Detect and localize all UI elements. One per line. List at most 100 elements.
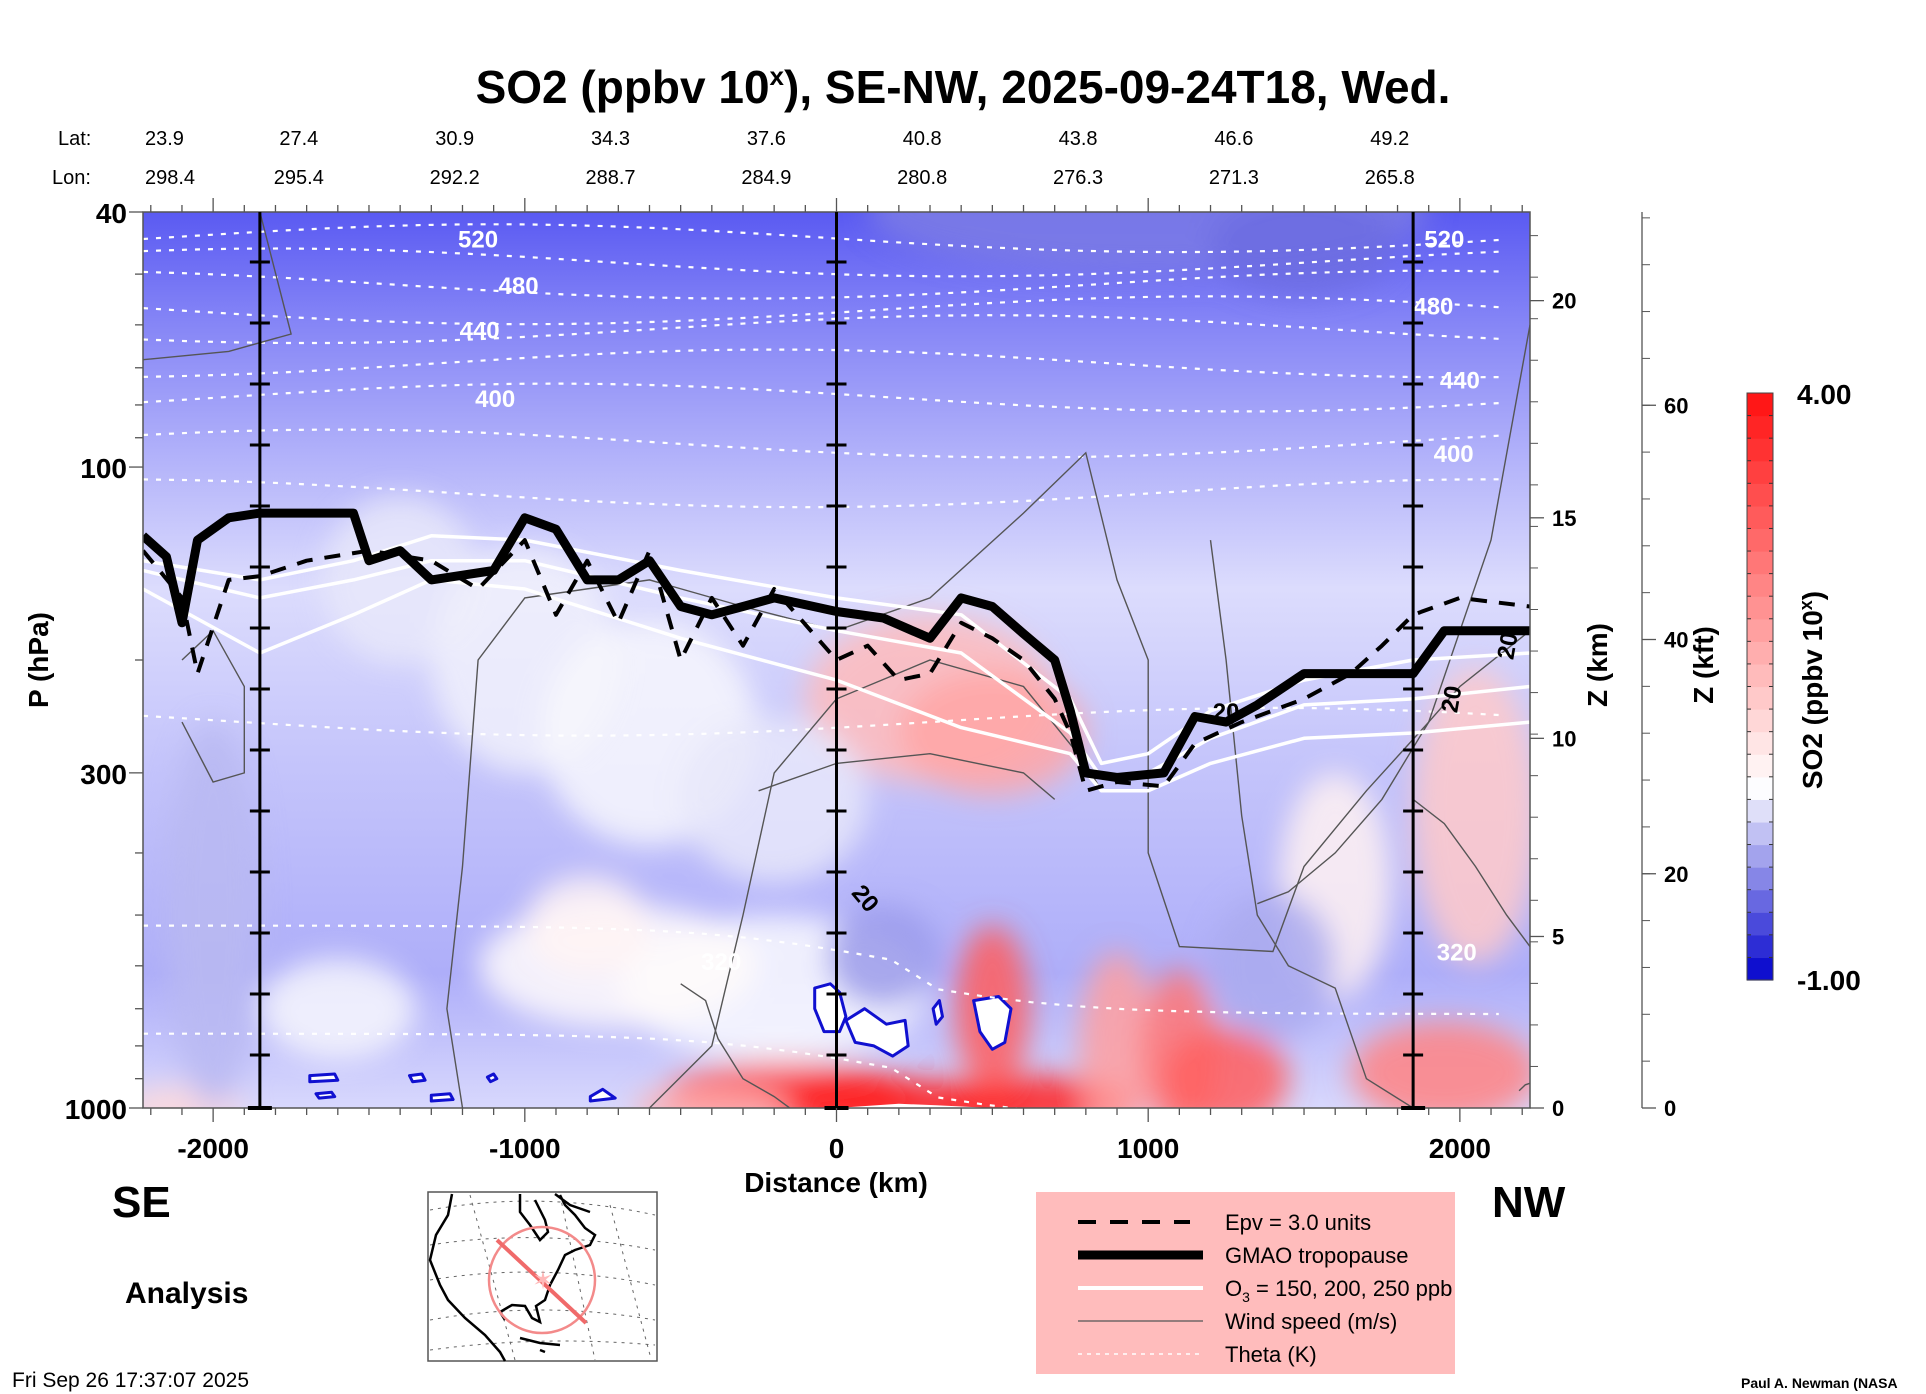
- y-axis-label: P (hPa): [23, 612, 54, 708]
- legend-box: [1036, 1192, 1455, 1374]
- colorbar-level: [1747, 415, 1773, 439]
- colorbar-level: [1747, 889, 1773, 913]
- wind-contour: [1209, 540, 1414, 1108]
- wind-contour: [181, 629, 245, 783]
- x-axis-label: Distance (km): [744, 1167, 928, 1198]
- colorbar-level: [1747, 393, 1773, 417]
- z-kft-tick-label: 0: [1664, 1096, 1676, 1121]
- so2-saturated-regions: [308, 982, 1530, 1108]
- theta-label: 400: [1434, 441, 1474, 468]
- timestamp: Fri Sep 26 17:37:07 2025: [12, 1369, 249, 1392]
- y-tick-label: 1000: [65, 1094, 127, 1125]
- so2-low-region: [429, 1092, 455, 1103]
- theta-contour: [143, 295, 1499, 326]
- colorbar-level: [1747, 754, 1773, 778]
- lat-value: 34.3: [591, 128, 630, 150]
- theta-contour: [143, 924, 1499, 1016]
- colorbar-level: [1747, 776, 1773, 800]
- theta-label: 520: [458, 227, 498, 254]
- theta-contours: [143, 223, 1499, 1108]
- lon-value: 298.4: [145, 167, 195, 189]
- lon-label: Lon:: [52, 167, 91, 189]
- colorbar-level: [1747, 934, 1773, 959]
- wind-label: 20: [1213, 699, 1240, 726]
- wind-contour: [1412, 798, 1530, 948]
- map-inset: ✶: [427, 1191, 658, 1362]
- analysis-label: Analysis: [125, 1277, 248, 1310]
- direction-se: SE: [112, 1178, 171, 1227]
- theta-contour: [143, 269, 1499, 300]
- theta-contour: [143, 247, 1499, 278]
- so2-patch: [1210, 892, 1336, 1039]
- so2-patch: [1163, 1027, 1289, 1108]
- ozone-contour: [143, 578, 1530, 793]
- so2-patch: [680, 715, 868, 883]
- theta-contour: [143, 1032, 1022, 1108]
- colorbar-level: [1747, 731, 1773, 755]
- colorbar-level: [1747, 912, 1773, 936]
- colorbar-level: [1747, 551, 1773, 575]
- lat-value: 27.4: [279, 128, 318, 150]
- lon-value: 292.2: [430, 167, 480, 189]
- z-km-tick-label: 5: [1552, 924, 1564, 949]
- so2-field: [143, 212, 1530, 1108]
- z-kft-tick-label: 40: [1664, 628, 1688, 653]
- z-km-tick-label: 0: [1552, 1096, 1564, 1121]
- lat-label: Lat:: [58, 128, 91, 150]
- wind-contour: [446, 324, 1530, 1108]
- lon-value: 276.3: [1053, 167, 1103, 189]
- colorbar-level: [1747, 799, 1773, 823]
- x-tick-label: 1000: [1117, 1133, 1179, 1164]
- x-tick-label: -2000: [177, 1133, 249, 1164]
- theta-contour: [143, 382, 1499, 413]
- colorbar-level: [1747, 596, 1773, 620]
- theta-contour: [143, 348, 1499, 379]
- wind-contour: [1257, 630, 1530, 905]
- z-km-label: Z (km): [1582, 623, 1613, 707]
- wind-label: 20: [1436, 684, 1467, 715]
- colorbar-max-label: 4.00: [1797, 379, 1852, 410]
- legend: Epv = 3.0 units GMAO tropopause O3 = 150…: [1036, 1192, 1455, 1374]
- x-tick-label: -1000: [489, 1133, 561, 1164]
- colorbar-level: [1747, 483, 1773, 507]
- so2-patch: [1079, 952, 1155, 1108]
- section-line: [495, 1238, 588, 1325]
- so2-patch: [898, 670, 1086, 796]
- z-km-tick-label: 15: [1552, 506, 1576, 531]
- colorbar-level: [1747, 867, 1773, 891]
- lat-value: 37.6: [747, 128, 786, 150]
- lon-value: 280.8: [897, 167, 947, 189]
- so2-low-region: [308, 1072, 340, 1084]
- coastline: [428, 1192, 597, 1362]
- direction-nw: NW: [1492, 1178, 1566, 1227]
- tropopause-line: [143, 508, 1530, 782]
- wind-label: 20: [1492, 630, 1523, 661]
- epv-line: [143, 538, 1530, 793]
- theta-contour: [143, 223, 1499, 254]
- so2-patch: [166, 722, 260, 1108]
- so2-patch: [633, 1086, 790, 1108]
- so2-patch: [1210, 212, 1398, 296]
- lon-value: 295.4: [274, 167, 324, 189]
- y-tick-label: 40: [96, 198, 127, 229]
- lat-value: 23.9: [145, 128, 184, 150]
- lon-value: 288.7: [585, 167, 635, 189]
- tropopause-contour: [143, 508, 1530, 782]
- so2-low-region: [972, 995, 1013, 1051]
- section-range-circle: [487, 1225, 597, 1335]
- colorbar-level: [1747, 618, 1773, 642]
- colorbar: [1746, 392, 1774, 981]
- legend-label-ozone: O3 = 150, 200, 250 ppb: [1225, 1276, 1452, 1305]
- theta-label: 480: [499, 273, 539, 300]
- colorbar-min-label: -1.00: [1797, 965, 1861, 996]
- colorbar-level: [1747, 663, 1773, 688]
- theta-label: 520: [1424, 227, 1464, 254]
- theta-contour: [143, 478, 1499, 509]
- theta-contour: [143, 428, 1499, 459]
- colorbar-level: [1747, 438, 1773, 462]
- map-graticule: [429, 1194, 656, 1361]
- legend-label-wind: Wind speed (m/s): [1225, 1309, 1397, 1334]
- lon-value: 271.3: [1209, 167, 1259, 189]
